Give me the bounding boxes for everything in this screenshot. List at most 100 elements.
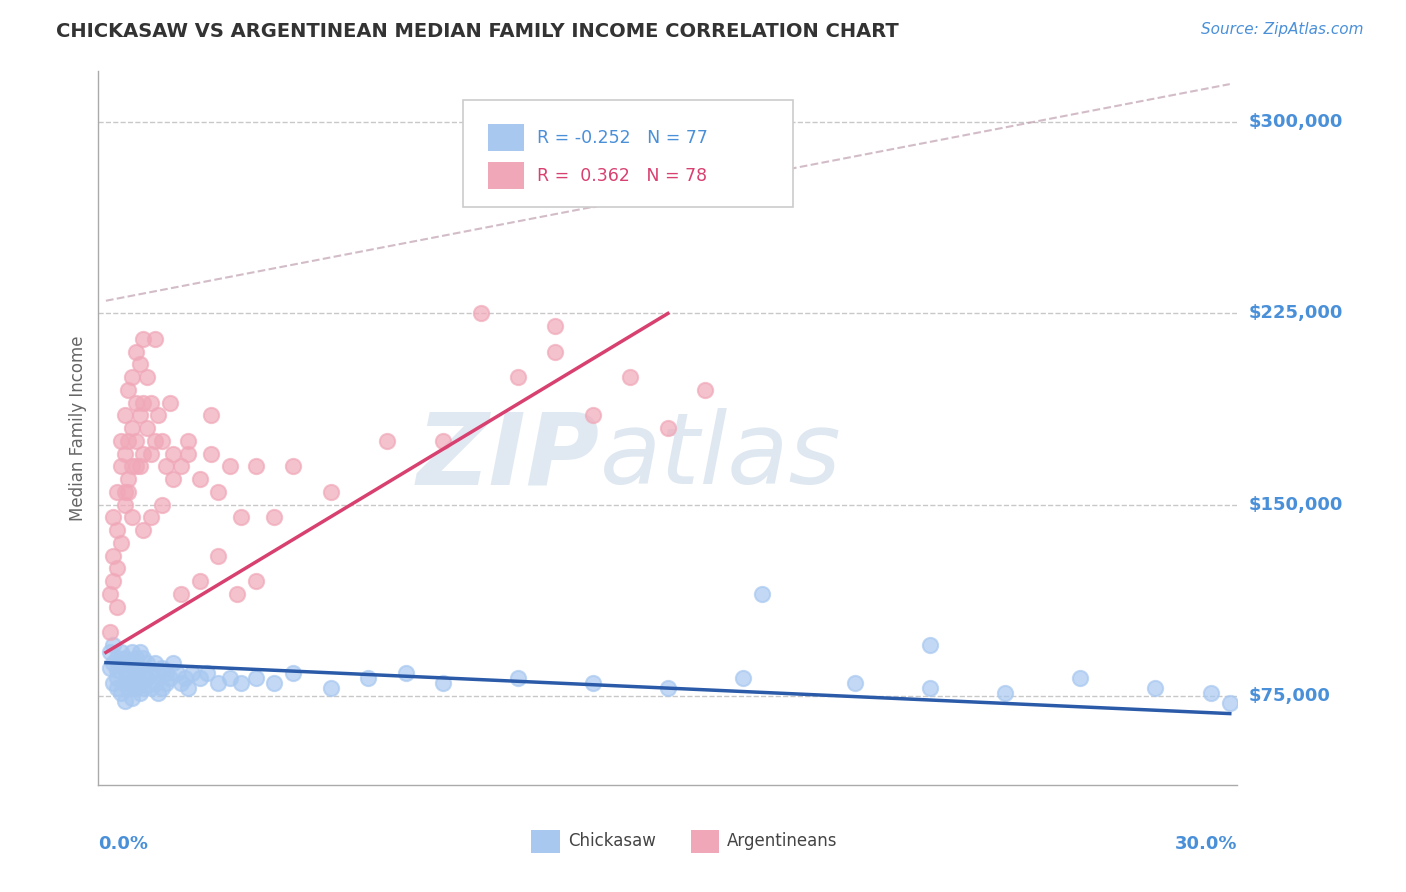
- Point: [132, 650, 155, 665]
- Point: [143, 434, 166, 448]
- Point: [394, 665, 416, 680]
- Point: [105, 663, 128, 677]
- Point: [117, 656, 139, 670]
- Point: [125, 344, 148, 359]
- Text: $225,000: $225,000: [1249, 304, 1343, 323]
- Point: [148, 686, 170, 700]
- Point: [128, 409, 150, 423]
- Point: [432, 434, 454, 448]
- Point: [751, 587, 773, 601]
- Point: [110, 434, 132, 448]
- Point: [994, 686, 1017, 700]
- Point: [117, 383, 139, 397]
- Point: [188, 671, 211, 685]
- Point: [200, 447, 222, 461]
- Point: [136, 671, 159, 685]
- Point: [181, 665, 204, 680]
- Point: [114, 663, 136, 677]
- Point: [375, 434, 398, 448]
- Point: [139, 395, 162, 409]
- Point: [148, 409, 170, 423]
- Point: [114, 409, 136, 423]
- Point: [110, 686, 132, 700]
- Point: [150, 434, 173, 448]
- Point: [128, 459, 150, 474]
- Point: [1219, 697, 1241, 711]
- Point: [148, 665, 170, 680]
- Point: [105, 681, 128, 695]
- Point: [657, 421, 679, 435]
- Point: [731, 671, 754, 685]
- Point: [195, 665, 218, 680]
- Point: [128, 686, 150, 700]
- Point: [218, 671, 240, 685]
- Point: [245, 459, 267, 474]
- Point: [121, 691, 143, 706]
- Point: [544, 319, 567, 334]
- Point: [159, 671, 181, 685]
- Point: [128, 358, 150, 372]
- Point: [143, 332, 166, 346]
- Point: [125, 459, 148, 474]
- Point: [114, 484, 136, 499]
- Text: atlas: atlas: [599, 409, 841, 505]
- Point: [98, 587, 121, 601]
- Point: [132, 523, 155, 537]
- Point: [125, 395, 148, 409]
- Point: [173, 671, 195, 685]
- Point: [319, 681, 342, 695]
- Point: [103, 656, 125, 670]
- Point: [506, 370, 529, 384]
- Point: [125, 434, 148, 448]
- Text: R = -0.252   N = 77: R = -0.252 N = 77: [537, 128, 707, 146]
- Point: [117, 434, 139, 448]
- Text: Source: ZipAtlas.com: Source: ZipAtlas.com: [1201, 22, 1364, 37]
- Bar: [488, 124, 524, 152]
- Point: [110, 645, 132, 659]
- Point: [619, 370, 641, 384]
- Point: [245, 574, 267, 588]
- Point: [139, 665, 162, 680]
- Point: [162, 656, 184, 670]
- Point: [114, 650, 136, 665]
- Point: [177, 681, 200, 695]
- Point: [200, 409, 222, 423]
- Point: [150, 681, 173, 695]
- Point: [506, 671, 529, 685]
- Point: [105, 484, 128, 499]
- Point: [103, 638, 125, 652]
- Point: [103, 549, 125, 563]
- Point: [114, 498, 136, 512]
- Text: 30.0%: 30.0%: [1175, 835, 1237, 853]
- Point: [170, 587, 193, 601]
- Point: [114, 447, 136, 461]
- Point: [117, 472, 139, 486]
- Point: [159, 395, 181, 409]
- Point: [470, 306, 492, 320]
- Point: [132, 447, 155, 461]
- Point: [98, 625, 121, 640]
- Point: [105, 599, 128, 614]
- Point: [103, 676, 125, 690]
- Point: [229, 510, 252, 524]
- Point: [132, 332, 155, 346]
- Point: [121, 421, 143, 435]
- Point: [188, 574, 211, 588]
- Point: [207, 549, 229, 563]
- Point: [121, 459, 143, 474]
- Point: [283, 665, 305, 680]
- Point: [1199, 686, 1222, 700]
- Point: [117, 668, 139, 682]
- Point: [1069, 671, 1091, 685]
- Point: [207, 484, 229, 499]
- Point: [139, 447, 162, 461]
- Point: [136, 370, 159, 384]
- Point: [98, 661, 121, 675]
- Point: [114, 676, 136, 690]
- Point: [218, 459, 240, 474]
- Point: [136, 421, 159, 435]
- Text: CHICKASAW VS ARGENTINEAN MEDIAN FAMILY INCOME CORRELATION CHART: CHICKASAW VS ARGENTINEAN MEDIAN FAMILY I…: [56, 22, 898, 41]
- Point: [177, 447, 200, 461]
- Text: $150,000: $150,000: [1249, 496, 1343, 514]
- Point: [143, 656, 166, 670]
